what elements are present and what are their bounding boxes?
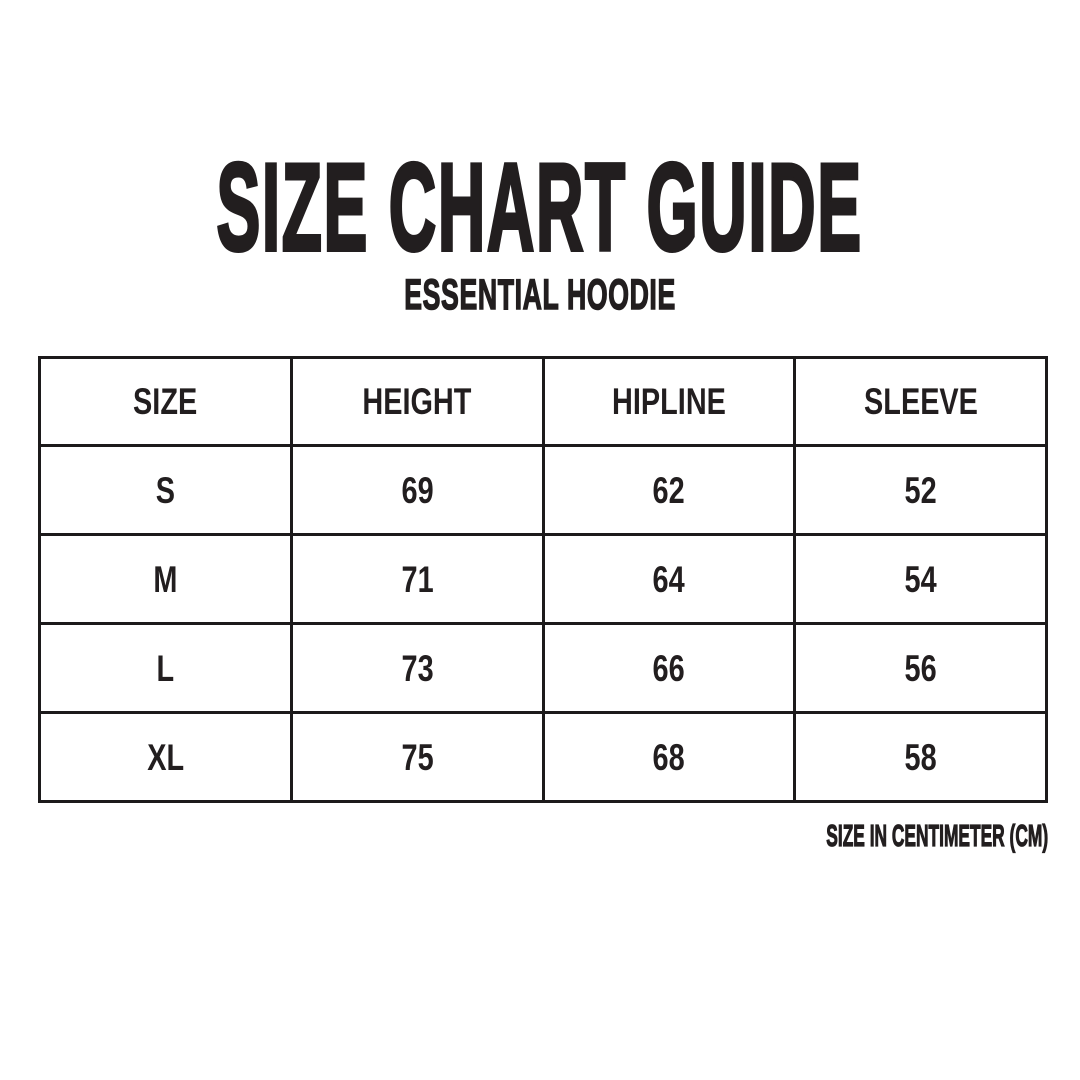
page-title: SIZE CHART GUIDE <box>216 139 864 277</box>
cell-m-size: M <box>153 558 178 600</box>
unit-note: SIZE IN CENTIMETER (CM) <box>826 817 1048 853</box>
cell: 71 <box>289 533 545 625</box>
cell-m-height: 71 <box>401 558 434 600</box>
table-row-s: S 69 62 52 <box>38 444 1048 536</box>
table-body: S 69 62 52 M 71 64 54 L 73 66 56 XL 75 6… <box>38 444 1048 803</box>
cell: 62 <box>541 444 797 536</box>
cell: 75 <box>289 711 545 803</box>
page-subtitle: ESSENTIAL HOODIE <box>404 270 676 319</box>
cell: 66 <box>541 622 797 714</box>
cell: 58 <box>793 711 1048 803</box>
title-block: SIZE CHART GUIDE <box>0 142 1080 274</box>
row-label-m: M <box>38 533 293 625</box>
cell-l-height: 73 <box>401 647 434 689</box>
table-row-m: M 71 64 54 <box>38 533 1048 625</box>
cell: 54 <box>793 533 1048 625</box>
cell: 52 <box>793 444 1048 536</box>
cell-m-hipline: 64 <box>652 558 685 600</box>
cell-xl-size: XL <box>146 736 184 778</box>
table-row-xl: XL 75 68 58 <box>38 711 1048 803</box>
row-label-s: S <box>38 444 293 536</box>
cell-l-size: L <box>156 647 175 689</box>
row-label-xl: XL <box>38 711 293 803</box>
cell: 69 <box>289 444 545 536</box>
cell: 64 <box>541 533 797 625</box>
footnote-block: SIZE IN CENTIMETER (CM) <box>652 812 1048 858</box>
cell-s-height: 69 <box>401 469 434 511</box>
column-header-sleeve: SLEEVE <box>793 356 1048 447</box>
row-label-l: L <box>38 622 293 714</box>
cell: 56 <box>793 622 1048 714</box>
subtitle-block: ESSENTIAL HOODIE <box>0 266 1080 324</box>
cell-l-sleeve: 56 <box>904 647 937 689</box>
cell-m-sleeve: 54 <box>904 558 937 600</box>
table-row-l: L 73 66 56 <box>38 622 1048 714</box>
size-chart-table: SIZE HEIGHT HIPLINE SLEEVE S 69 62 52 M … <box>38 356 1048 803</box>
column-header-height-label: HEIGHT <box>362 381 472 422</box>
column-header-size-label: SIZE <box>133 381 198 422</box>
cell-xl-height: 75 <box>401 736 434 778</box>
cell-l-hipline: 66 <box>652 647 685 689</box>
column-header-height: HEIGHT <box>289 356 545 447</box>
cell-s-size: S <box>155 469 176 511</box>
cell-s-sleeve: 52 <box>904 469 937 511</box>
table-head: SIZE HEIGHT HIPLINE SLEEVE <box>38 356 1048 447</box>
column-header-hipline: HIPLINE <box>541 356 797 447</box>
column-header-sleeve-label: SLEEVE <box>863 381 978 422</box>
cell-xl-hipline: 68 <box>652 736 685 778</box>
cell-s-hipline: 62 <box>652 469 685 511</box>
column-header-hipline-label: HIPLINE <box>611 381 726 422</box>
column-header-size: SIZE <box>38 356 293 447</box>
cell: 68 <box>541 711 797 803</box>
table-header-row: SIZE HEIGHT HIPLINE SLEEVE <box>38 356 1048 447</box>
cell-xl-sleeve: 58 <box>904 736 937 778</box>
cell: 73 <box>289 622 545 714</box>
